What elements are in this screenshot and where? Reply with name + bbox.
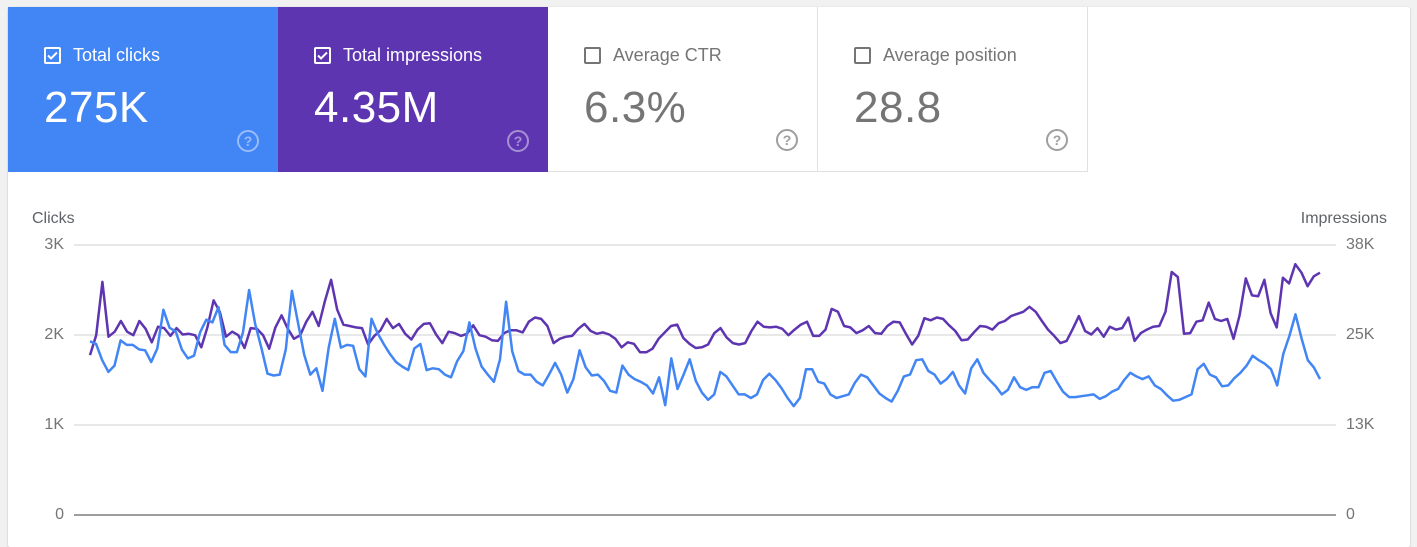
right-axis-title: Impressions	[1300, 210, 1387, 227]
metric-header: Average position	[854, 45, 1017, 66]
metric-header: Total clicks	[44, 45, 160, 66]
left-tick-3k: 3K	[44, 236, 64, 253]
right-tick-13k: 13K	[1346, 416, 1375, 433]
right-tick-0: 0	[1346, 506, 1355, 523]
metric-tile-average-position[interactable]: Average position 28.8?	[818, 7, 1088, 172]
metric-value: 28.8	[854, 83, 942, 132]
metric-label: Average CTR	[613, 45, 722, 65]
right-tick-38k: 38K	[1346, 236, 1375, 253]
metric-header: Average CTR	[584, 45, 722, 66]
metric-label: Total impressions	[343, 45, 483, 65]
help-icon[interactable]: ?	[1046, 129, 1068, 151]
metric-label: Total clicks	[73, 45, 161, 65]
metric-tile-total-impressions[interactable]: Total impressions 4.35M?	[278, 7, 548, 172]
metric-value: 275K	[44, 83, 149, 132]
help-icon[interactable]: ?	[507, 130, 529, 152]
left-tick-1k: 1K	[44, 416, 64, 433]
checkbox-checked-icon[interactable]	[44, 47, 61, 64]
left-axis-title: Clicks	[32, 210, 75, 227]
help-icon[interactable]: ?	[237, 130, 259, 152]
metric-header: Total impressions	[314, 45, 482, 66]
metric-value: 4.35M	[314, 83, 439, 132]
left-tick-2k: 2K	[44, 326, 64, 343]
help-icon[interactable]: ?	[776, 129, 798, 151]
checkbox-unchecked-icon[interactable]	[584, 47, 601, 64]
metric-tiles: Total clicks 275K? Total impressions 4.35M?…	[8, 7, 1088, 172]
checkbox-checked-icon[interactable]	[314, 47, 331, 64]
checkbox-unchecked-icon[interactable]	[854, 47, 871, 64]
metric-tile-average-ctr[interactable]: Average CTR 6.3%?	[548, 7, 818, 172]
impressions-line[interactable]	[88, 262, 1321, 356]
right-tick-25k: 25K	[1346, 326, 1375, 343]
clicks-line[interactable]	[89, 288, 1322, 408]
performance-card: Total clicks 275K? Total impressions 4.35M?…	[8, 7, 1410, 547]
line-chart[interactable]	[8, 7, 1410, 547]
metric-value: 6.3%	[584, 83, 687, 132]
metric-label: Average position	[883, 45, 1017, 65]
metric-tile-total-clicks[interactable]: Total clicks 275K?	[8, 7, 278, 172]
left-tick-0: 0	[55, 506, 64, 523]
